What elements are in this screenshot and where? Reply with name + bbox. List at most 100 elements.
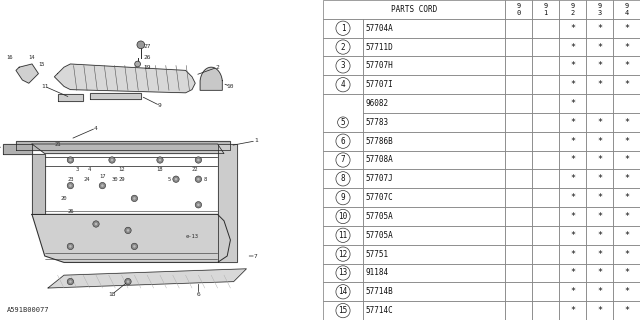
Text: 12: 12	[118, 167, 125, 172]
Text: 13: 13	[339, 268, 348, 277]
Text: *: *	[624, 193, 629, 202]
Text: 3: 3	[75, 167, 79, 172]
Circle shape	[99, 182, 106, 189]
Text: 16: 16	[6, 55, 13, 60]
Text: 1: 1	[254, 138, 258, 143]
Bar	[532, 94, 559, 113]
Bar	[613, 207, 640, 226]
Bar	[363, 226, 506, 245]
Polygon shape	[16, 64, 38, 83]
Text: 57707J: 57707J	[366, 174, 394, 183]
Bar	[323, 245, 363, 264]
Text: *: *	[597, 231, 602, 240]
Circle shape	[133, 197, 136, 200]
Bar	[586, 0, 613, 19]
Bar	[506, 169, 532, 188]
Text: 21: 21	[54, 141, 61, 147]
Circle shape	[137, 41, 145, 49]
Bar	[559, 301, 586, 320]
Bar	[506, 188, 532, 207]
Text: 29: 29	[118, 177, 125, 182]
Text: 91184: 91184	[366, 268, 389, 277]
Circle shape	[125, 278, 131, 285]
Text: 57783: 57783	[366, 118, 389, 127]
Bar	[586, 245, 613, 264]
Text: 9
0: 9 0	[516, 3, 521, 16]
Text: 4: 4	[88, 167, 92, 172]
Bar	[323, 169, 363, 188]
Text: 57705A: 57705A	[366, 212, 394, 221]
Bar	[586, 188, 613, 207]
Bar	[559, 188, 586, 207]
Bar	[559, 207, 586, 226]
Bar	[586, 132, 613, 151]
Bar	[559, 132, 586, 151]
Text: *: *	[597, 137, 602, 146]
Bar	[506, 282, 532, 301]
Circle shape	[67, 278, 74, 285]
Bar	[559, 245, 586, 264]
Bar	[532, 38, 559, 56]
Polygon shape	[200, 67, 222, 90]
Text: 18: 18	[157, 167, 163, 172]
Bar	[613, 282, 640, 301]
Text: 2: 2	[216, 65, 220, 70]
Bar	[363, 113, 506, 132]
Text: 8: 8	[203, 177, 207, 182]
Circle shape	[127, 280, 129, 283]
Bar	[506, 151, 532, 169]
Bar	[586, 113, 613, 132]
Text: *: *	[624, 287, 629, 296]
Bar	[363, 132, 506, 151]
Text: *: *	[597, 80, 602, 89]
Text: *: *	[624, 24, 629, 33]
Text: 4: 4	[340, 80, 346, 89]
Text: 5: 5	[340, 118, 346, 127]
Text: 10: 10	[339, 212, 348, 221]
Bar	[532, 75, 559, 94]
Text: *: *	[597, 268, 602, 277]
Text: *: *	[570, 306, 575, 315]
Bar	[613, 245, 640, 264]
Bar	[323, 19, 363, 38]
Circle shape	[67, 182, 74, 189]
Bar	[559, 56, 586, 75]
Bar	[613, 301, 640, 320]
Bar	[323, 56, 363, 75]
Circle shape	[135, 61, 141, 67]
Text: 19: 19	[143, 65, 151, 70]
Bar	[323, 301, 363, 320]
Bar	[613, 19, 640, 38]
Text: *: *	[570, 287, 575, 296]
Circle shape	[125, 227, 131, 234]
Text: *: *	[624, 61, 629, 70]
Circle shape	[157, 157, 163, 163]
Text: *: *	[624, 80, 629, 89]
Bar	[586, 38, 613, 56]
Bar	[532, 0, 559, 19]
Bar	[586, 207, 613, 226]
Text: 23: 23	[67, 177, 74, 182]
Bar	[586, 94, 613, 113]
Bar	[363, 38, 506, 56]
Circle shape	[93, 221, 99, 227]
Text: *: *	[597, 212, 602, 221]
Text: *: *	[597, 174, 602, 183]
Bar	[363, 188, 506, 207]
Text: *: *	[570, 174, 575, 183]
Text: 27: 27	[143, 44, 151, 49]
Text: *: *	[570, 137, 575, 146]
Text: 57704A: 57704A	[366, 24, 394, 33]
Bar	[532, 151, 559, 169]
Text: 18: 18	[108, 292, 116, 297]
Text: *: *	[570, 61, 575, 70]
Bar	[613, 226, 640, 245]
Text: 7: 7	[340, 156, 346, 164]
Text: *: *	[570, 80, 575, 89]
Polygon shape	[32, 144, 224, 154]
Text: *: *	[624, 306, 629, 315]
Text: 2: 2	[340, 43, 346, 52]
Text: 96082: 96082	[366, 99, 389, 108]
Bar	[532, 169, 559, 188]
Text: A591B00077: A591B00077	[6, 308, 49, 313]
